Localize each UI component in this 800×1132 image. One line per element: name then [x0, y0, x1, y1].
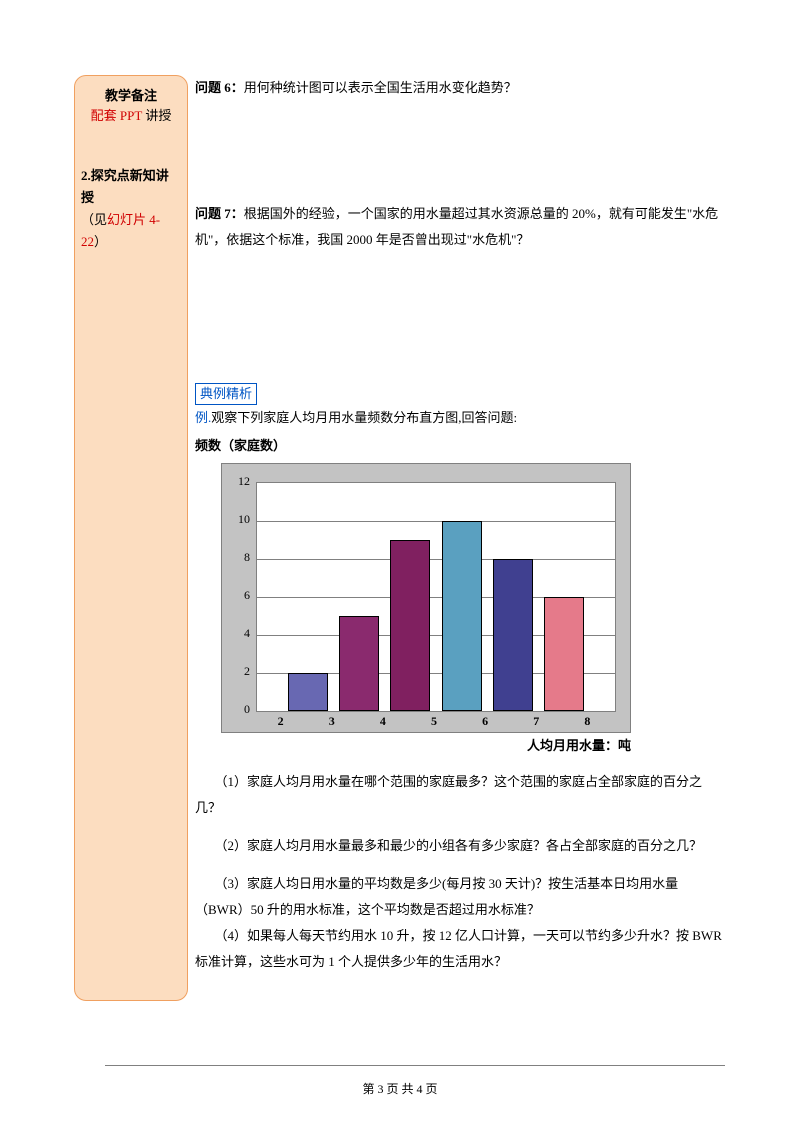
q6-label: 问题 6：: [195, 80, 244, 95]
example-section-header: 典例精析: [195, 383, 725, 405]
q7-label: 问题 7：: [195, 206, 244, 221]
q7-text: 根据国外的经验，一个国家的用水量超过其水资源总量的 20%，就有可能发生"水危机…: [195, 206, 718, 247]
xtick-label: 5: [431, 714, 437, 729]
ytick-label: 6: [230, 588, 250, 603]
sub-q3: （3）家庭人均日用水量的平均数是多少(每月按 30 天计)？按生活基本日均用水量…: [195, 871, 725, 923]
ytick-label: 0: [230, 702, 250, 717]
gridline: [257, 559, 615, 560]
bar: [339, 616, 379, 711]
ytick-label: 10: [230, 512, 250, 527]
gridline: [257, 521, 615, 522]
bar: [544, 597, 584, 711]
chart-area: 024681012 2345678: [221, 463, 631, 733]
xtick-label: 2: [278, 714, 284, 729]
example-label: 例.: [195, 410, 211, 425]
example-text: 观察下列家庭人均月用水量频数分布直方图,回答问题:: [211, 410, 517, 425]
xtick-label: 8: [584, 714, 590, 729]
ytick-label: 8: [230, 550, 250, 565]
page-divider: [105, 1065, 725, 1066]
sidebar-subtitle-black: 讲授: [142, 108, 171, 123]
xtick-label: 4: [380, 714, 386, 729]
sidebar-title: 教学备注: [81, 86, 181, 106]
chart-xlabel: 人均月用水量：吨: [195, 733, 631, 759]
sub-q1: （1）家庭人均月用水量在哪个范围的家庭最多？这个范围的家庭占全部家庭的百分之几？: [195, 769, 725, 821]
sidebar-subtitle: 配套 PPT 讲授: [81, 106, 181, 126]
sidebar-section-open: （见: [81, 212, 107, 227]
sidebar-section-close: ）: [94, 234, 107, 249]
sidebar-section: 2.探究点新知讲授 （见幻灯片 4-22）: [81, 165, 181, 253]
xtick-label: 7: [533, 714, 539, 729]
sidebar-section-bold: 2.探究点新知讲授: [81, 168, 169, 205]
bar: [390, 540, 430, 711]
plot-area: 2345678: [256, 482, 616, 712]
chart-container: 024681012 2345678: [221, 463, 725, 733]
ytick-label: 4: [230, 626, 250, 641]
question-6: 问题 6：用何种统计图可以表示全国生活用水变化趋势？: [195, 75, 725, 101]
page-footer: 第 3 页 共 4 页: [0, 1080, 800, 1097]
sub-questions: （1）家庭人均月用水量在哪个范围的家庭最多？这个范围的家庭占全部家庭的百分之几？…: [195, 769, 725, 975]
xtick-label: 6: [482, 714, 488, 729]
bar: [442, 521, 482, 711]
box-title: 典例精析: [195, 383, 257, 405]
sidebar-note-box: 教学备注 配套 PPT 讲授 2.探究点新知讲授 （见幻灯片 4-22）: [74, 75, 188, 1001]
example-description: 例.观察下列家庭人均月用水量频数分布直方图,回答问题:: [195, 405, 725, 431]
q6-text: 用何种统计图可以表示全国生活用水变化趋势？: [244, 80, 517, 95]
sub-q4: （4）如果每人每天节约用水 10 升，按 12 亿人口计算，一天可以节约多少升水…: [195, 923, 725, 975]
ytick-label: 12: [230, 474, 250, 489]
ytick-label: 2: [230, 664, 250, 679]
main-content: 问题 6：用何种统计图可以表示全国生活用水变化趋势？ 问题 7：根据国外的经验，…: [195, 75, 725, 975]
bar: [493, 559, 533, 711]
question-7: 问题 7：根据国外的经验，一个国家的用水量超过其水资源总量的 20%，就有可能发…: [195, 201, 725, 253]
sub-q2: （2）家庭人均月用水量最多和最少的小组各有多少家庭？各占全部家庭的百分之几？: [195, 833, 725, 859]
xtick-label: 3: [329, 714, 335, 729]
sidebar-subtitle-red: 配套 PPT: [91, 108, 142, 123]
bar: [288, 673, 328, 711]
chart-ylabel: 频数（家庭数）: [195, 433, 725, 459]
